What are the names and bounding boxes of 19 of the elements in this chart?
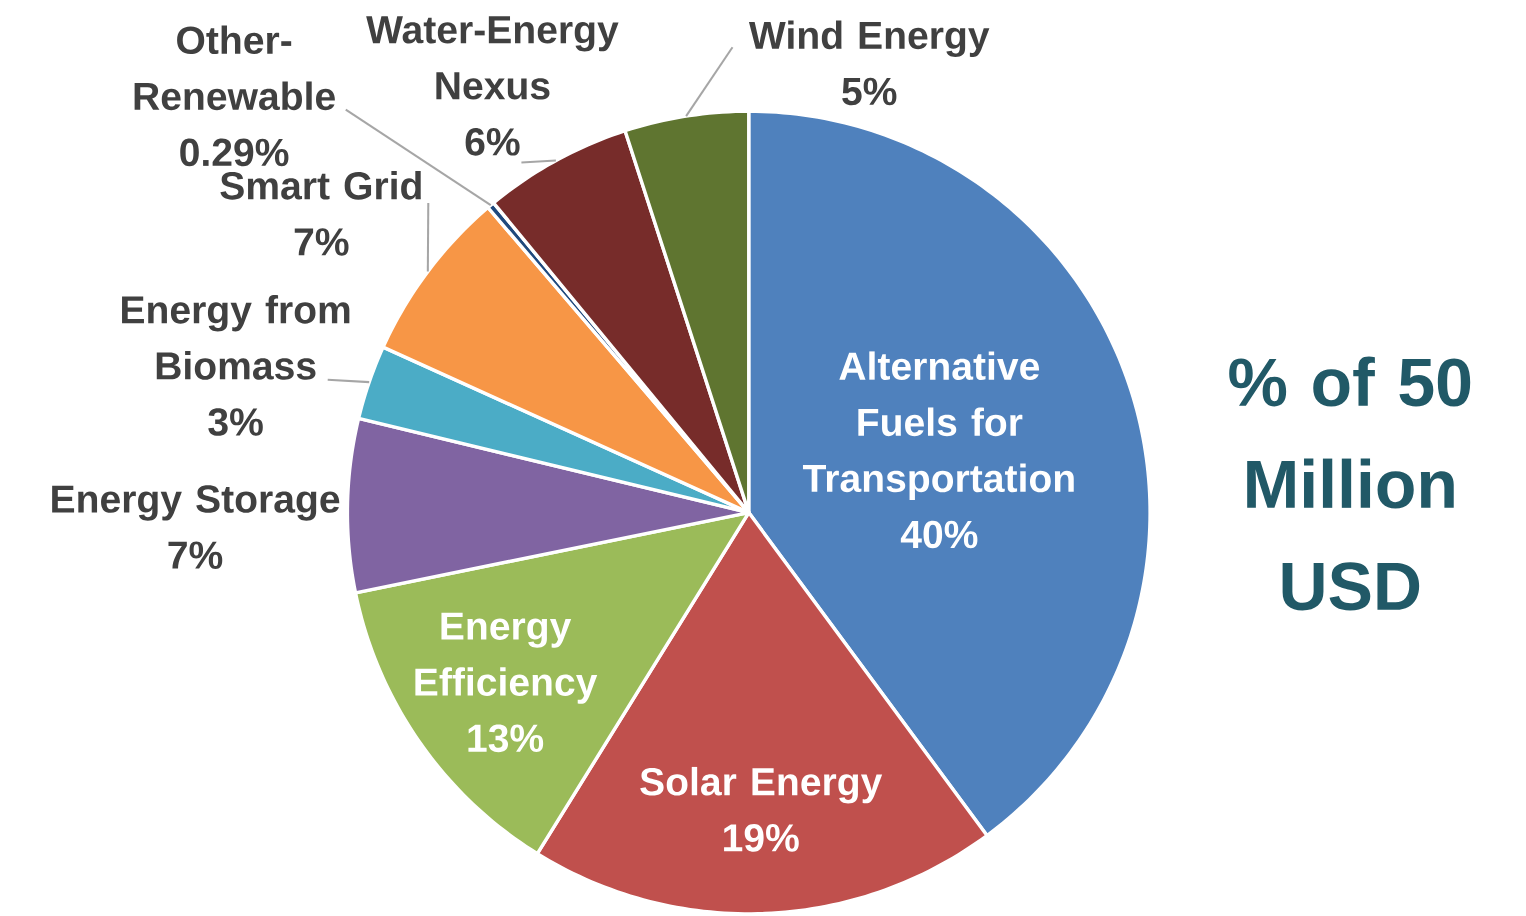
slice-label: Energy from Biomass <box>122 295 350 380</box>
data-label: 3% <box>208 408 263 437</box>
slice-label: Alternative Fuels for Transportation <box>802 351 1074 501</box>
data-label: 7% <box>294 228 349 256</box>
slice-label: Energy Efficiency <box>415 612 598 704</box>
slice-label: Water-Energy Nexus <box>366 16 619 100</box>
text: % of 50 Million USD <box>1229 356 1471 611</box>
data-label: 5% <box>842 77 897 106</box>
data-label: 13% <box>468 724 544 753</box>
slice-label: Other-Renewable <box>134 25 335 111</box>
slice-label: Solar Energy <box>640 767 883 804</box>
slice-label: Smart Grid <box>220 171 421 200</box>
data-label: 0.29% <box>180 138 289 167</box>
data-label: 7% <box>168 541 223 570</box>
data-label: 6% <box>465 128 520 156</box>
data-label: 40% <box>900 520 978 549</box>
slice-label: Wind Energy <box>748 20 990 58</box>
data-label: 19% <box>724 824 799 852</box>
slice-label: Energy Storage <box>52 485 340 521</box>
